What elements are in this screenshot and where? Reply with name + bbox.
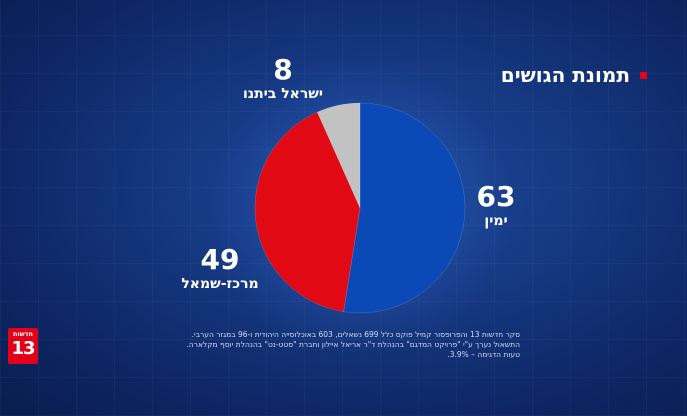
slice-name-yisrael-beiteinu: ישראל ביתנו [242,86,324,102]
title-block: תמונת הגושים [501,63,647,87]
slice-label-right-bloc: 63 ימין [468,182,524,230]
slice-name-center-left-bloc: מרכז-שמאל [181,276,259,292]
slice-name-right-bloc: ימין [484,213,508,229]
channel-13-news-logo: חדשות 13 [8,328,38,364]
pie-slice-2 [316,102,361,209]
title-bullet-icon [640,71,647,79]
pie-slice-0 [343,102,466,314]
slice-value-right-bloc: 63 [476,180,516,213]
slice-label-yisrael-beiteinu: 8 ישראל ביתנו [235,55,331,103]
pie-slice-1 [254,111,361,312]
logo-number: 13 [11,338,35,359]
chart-title: תמונת הגושים [500,63,630,87]
survey-footnote: סקר חדשות 13 והפרופסור קמיל פוקס כלל 699… [150,330,520,360]
footnote-line: התשאול נערך ע"י "פרויקט המדגם" בהנהלת ד"… [186,340,520,349]
footnote-line: סקר חדשות 13 והפרופסור קמיל פוקס כלל 699… [191,330,520,339]
logo-word: חדשות [13,330,33,338]
slice-label-center-left-bloc: 49 מרכז-שמאל [170,245,270,293]
slice-value-yisrael-beiteinu: 8 [273,53,293,86]
footnote-line: טעות הדגימה – 3.9%. [447,350,520,359]
slice-value-center-left-bloc: 49 [200,243,240,276]
